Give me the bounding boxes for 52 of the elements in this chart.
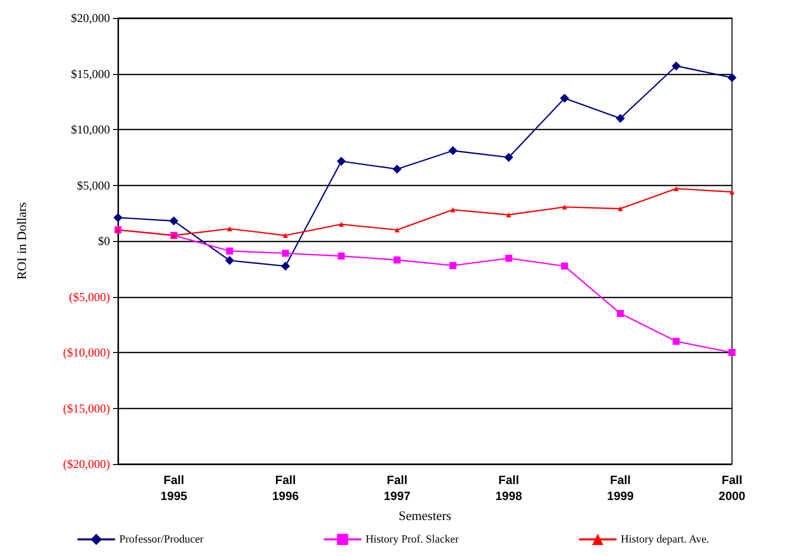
y-tick-label: ($10,000) <box>63 346 110 360</box>
y-tick-label: ($20,000) <box>63 457 110 471</box>
point <box>280 262 290 271</box>
legend-label: History Prof. Slacker <box>366 533 460 546</box>
point <box>674 186 679 192</box>
x-tick-label: Fall 1998 <box>495 473 522 503</box>
point <box>730 189 734 194</box>
legend-label: History depart. Ave. <box>620 533 710 546</box>
point <box>226 248 234 255</box>
y-tick-label: ($5,000) <box>69 290 110 304</box>
point <box>169 216 178 226</box>
x-axis-title: Semesters <box>398 508 452 523</box>
point <box>618 206 623 212</box>
point <box>282 232 288 238</box>
y-tick-label: $15,000 <box>71 66 110 81</box>
y-tick-label: ($15,000) <box>63 401 110 416</box>
point <box>561 262 568 270</box>
point <box>450 207 456 212</box>
point <box>227 226 232 232</box>
y-tick-label: $5,000 <box>77 178 110 192</box>
point <box>394 227 400 232</box>
point <box>728 73 736 82</box>
x-tick-label: Fall 1999 <box>607 473 634 503</box>
y-tick-label: $0 <box>98 234 110 248</box>
point <box>505 254 512 262</box>
x-tick-label: Fall 1997 <box>384 473 411 503</box>
point <box>336 156 346 166</box>
point <box>560 94 570 103</box>
point <box>282 250 289 257</box>
point <box>672 338 680 345</box>
x-tick-label: Fall 1995 <box>160 473 188 503</box>
y-axis-title: ROI in Dollars <box>14 202 29 280</box>
point <box>728 349 736 356</box>
x-tick-label: Fall 2000 <box>718 473 746 503</box>
point <box>616 114 625 123</box>
point <box>562 204 568 210</box>
y-tick-label: $10,000 <box>71 122 110 136</box>
point <box>225 256 234 266</box>
legend-label: Professor/Producer <box>119 533 204 546</box>
point <box>504 152 514 162</box>
point <box>449 262 456 270</box>
point <box>448 146 458 156</box>
point <box>672 61 681 70</box>
point <box>616 310 624 317</box>
point <box>338 252 345 260</box>
point <box>114 213 122 222</box>
point <box>392 164 402 174</box>
x-tick-label: Fall 1996 <box>272 473 300 503</box>
point <box>506 212 512 218</box>
y-tick-label: $20,000 <box>71 11 110 25</box>
point <box>338 222 344 227</box>
point <box>394 256 401 264</box>
